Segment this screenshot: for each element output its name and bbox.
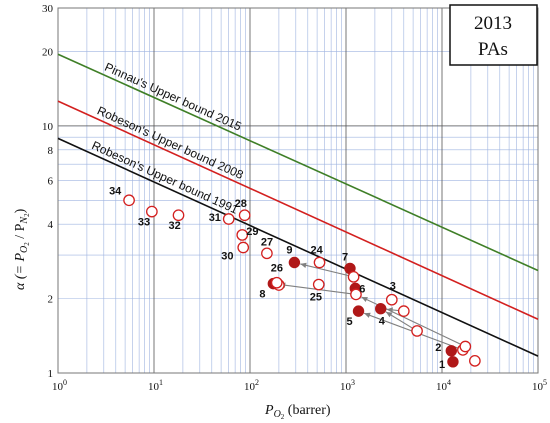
- y-axis-title-mid: / P: [13, 223, 28, 242]
- open-point: [146, 205, 158, 218]
- x-axis-title-sub2: 2: [281, 413, 285, 421]
- point-label: 9: [286, 245, 292, 257]
- open-point: [411, 325, 423, 337]
- point-label: 3: [390, 281, 396, 293]
- open-point: [313, 256, 326, 269]
- x-tick-label: 100: [52, 378, 67, 393]
- y-tick-label: 30: [42, 3, 54, 15]
- open-point: [261, 247, 273, 260]
- y-tick-label: 1: [48, 368, 54, 380]
- y-tick-label: 2: [48, 294, 54, 306]
- upper-bound-lines: [57, 53, 539, 357]
- point-label: 6: [359, 283, 365, 295]
- open-point: [347, 270, 360, 283]
- y-tick-label: 10: [42, 121, 54, 133]
- open-point: [397, 305, 410, 317]
- y-tick-label: 8: [48, 145, 54, 157]
- point-label: 30: [221, 251, 233, 263]
- filled-point: [447, 356, 459, 368]
- title-line-1: 2013: [474, 13, 512, 34]
- point-label: 8: [259, 289, 265, 301]
- point-label: 5: [347, 316, 353, 328]
- filled-point: [288, 256, 301, 269]
- point-label: 33: [138, 217, 150, 229]
- point-label: 32: [169, 220, 181, 232]
- open-point: [237, 241, 250, 254]
- point-label: 24: [311, 245, 324, 257]
- open-point: [222, 213, 235, 225]
- point-label: 26: [271, 263, 283, 275]
- x-axis-title-sub: O: [274, 409, 281, 420]
- open-point: [238, 209, 251, 222]
- trend-arrowhead: [385, 311, 393, 318]
- upper-bound-line: [57, 53, 539, 272]
- y-axis-title-sub-a: O: [19, 246, 30, 253]
- x-tick-labels: 100 101 102 103 104 105: [52, 378, 547, 393]
- x-axis-title: PO2 (barrer): [264, 403, 331, 421]
- data-points: [123, 194, 481, 368]
- point-label: 31: [209, 212, 221, 224]
- trend-arrowhead: [361, 296, 368, 303]
- open-point: [123, 194, 135, 207]
- point-label: 25: [310, 292, 322, 304]
- y-axis-title-main: α (= P: [13, 253, 28, 290]
- open-point: [469, 354, 481, 367]
- open-point: [385, 293, 398, 306]
- point-label: 28: [235, 198, 247, 210]
- open-point: [172, 209, 185, 222]
- point-label: 34: [109, 185, 122, 197]
- y-axis-title: α (= PO2 / PN2): [13, 208, 31, 290]
- point-label: 7: [342, 251, 348, 263]
- title-box: 2013 PAs: [449, 4, 538, 66]
- plot-background: [58, 8, 538, 373]
- open-point: [459, 340, 472, 353]
- point-label: 4: [379, 316, 386, 328]
- filled-point: [445, 345, 458, 357]
- y-axis-title-sub-b: N: [19, 216, 30, 225]
- point-label: 27: [261, 236, 273, 248]
- point-label: 2: [435, 342, 441, 354]
- point-label: 1: [439, 359, 445, 371]
- x-tick-label: 104: [436, 378, 451, 393]
- open-point: [236, 229, 249, 241]
- filled-point: [352, 305, 365, 317]
- upper-bound-line: [57, 137, 539, 357]
- grid: [57, 7, 539, 374]
- y-axis-title-sub-b2: 2: [23, 213, 31, 217]
- title-line-2: PAs: [478, 39, 508, 60]
- x-tick-label: 103: [340, 378, 355, 393]
- y-tick-label: 6: [48, 176, 54, 188]
- open-point: [350, 288, 362, 301]
- x-tick-label: 101: [148, 378, 163, 393]
- x-tick-label: 105: [532, 378, 547, 393]
- y-tick-label: 4: [48, 219, 54, 231]
- y-axis-title-end: ): [13, 208, 28, 213]
- y-axis-title-sub-a2: 2: [23, 242, 31, 246]
- plot-frame: [57, 7, 539, 374]
- x-tick-label: 102: [244, 378, 259, 393]
- x-axis-title-unit: (barrer): [284, 403, 331, 418]
- y-tick-label: 20: [42, 47, 54, 59]
- point-label: 29: [246, 226, 258, 238]
- y-tick-labels: 1 2 4 6 8 10 20 30: [42, 3, 54, 380]
- filled-point: [375, 303, 387, 315]
- x-axis-title-main: P: [264, 403, 274, 418]
- trend-arrowhead: [386, 307, 393, 313]
- open-point: [270, 276, 283, 289]
- trend-arrowhead: [300, 262, 307, 268]
- trend-arrowhead: [364, 312, 371, 318]
- upper-bound-line: [57, 100, 539, 320]
- open-point: [312, 278, 325, 291]
